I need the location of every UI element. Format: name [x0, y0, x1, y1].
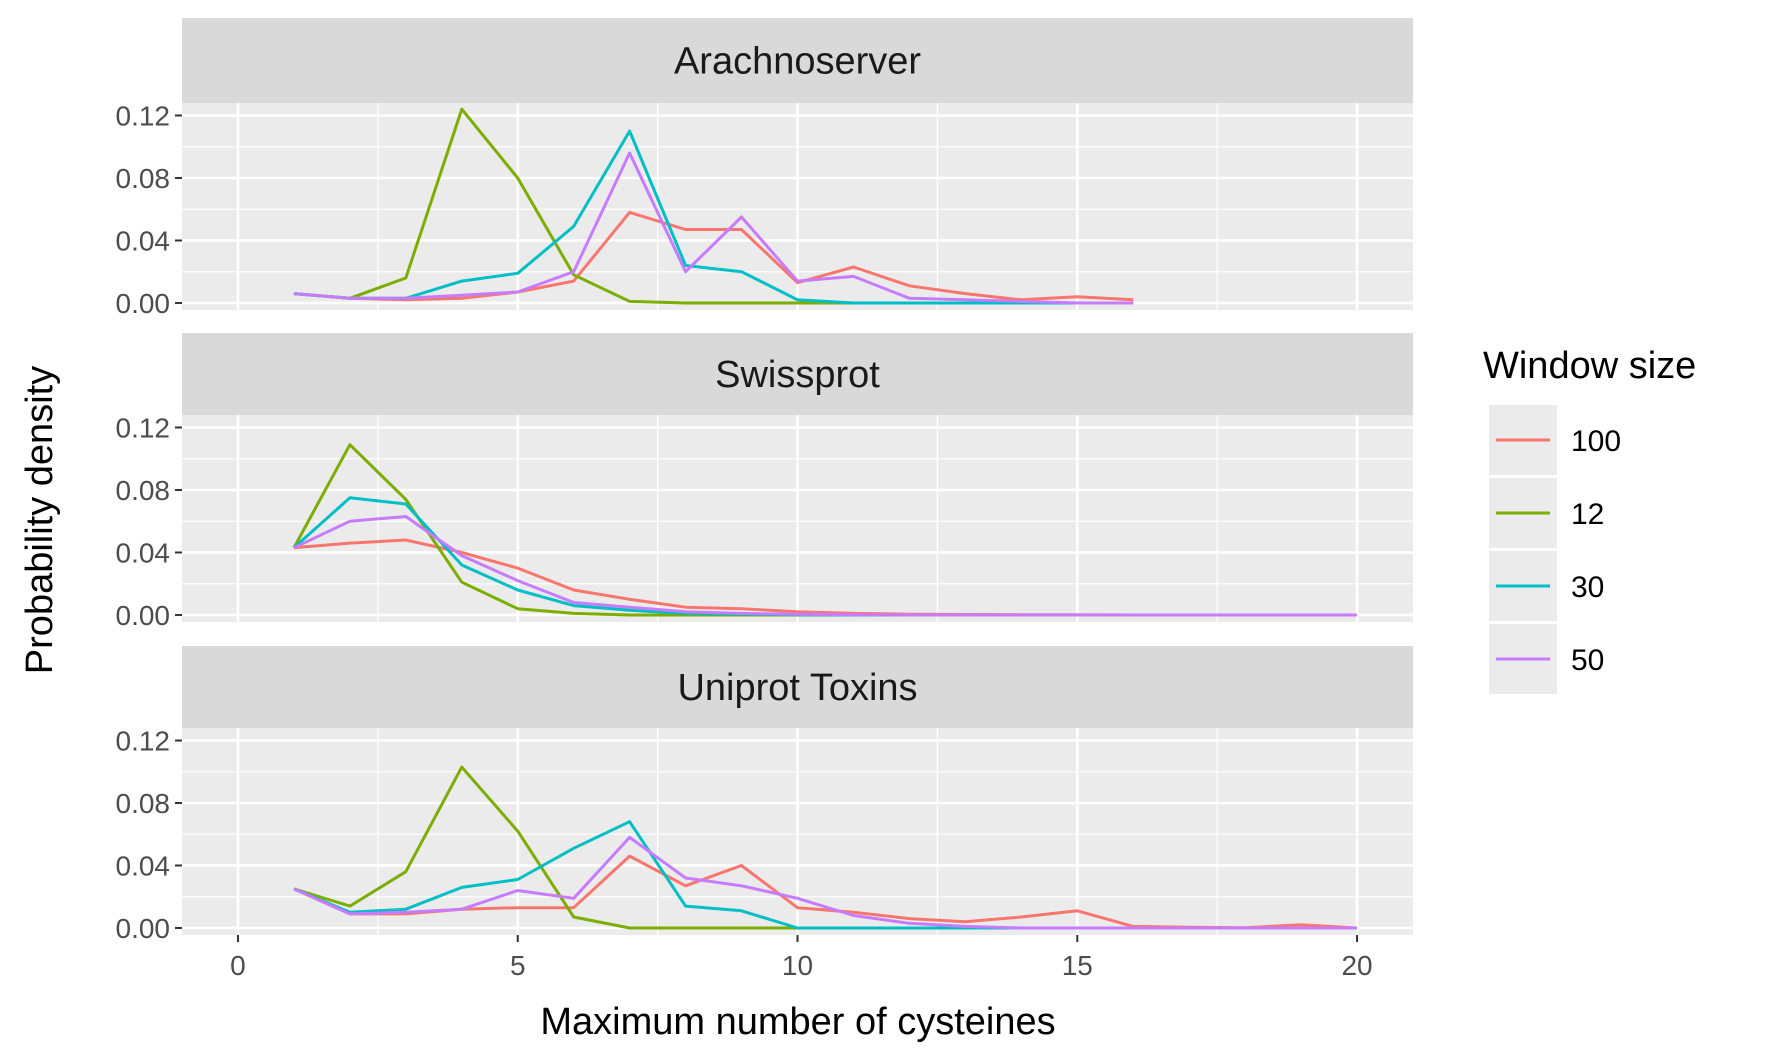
chart-panels: Arachnoserver 0.00 0.04 0.08 0.12 Swissprot 0.… [116, 18, 1413, 944]
y-tick-label: 0.12 [116, 725, 171, 756]
y-tick-label: 0.12 [116, 412, 171, 443]
y-tick-label: 0.08 [116, 788, 171, 819]
legend-item-100: 100 [1489, 405, 1621, 475]
panel-title: Swissprot [715, 354, 880, 396]
legend-label: 100 [1571, 425, 1621, 458]
y-tick-label: 0.00 [116, 600, 171, 631]
x-axis-title: Maximum number of cysteines [540, 1001, 1055, 1043]
legend-title: Window size [1483, 345, 1696, 387]
y-tick-label: 0.12 [116, 100, 171, 131]
x-tick-label: 5 [510, 950, 526, 981]
series-line-50 [293, 835, 1357, 930]
legend-label: 12 [1571, 498, 1604, 531]
y-tick-label: 0.08 [116, 475, 171, 506]
y-tick-label: 0.04 [116, 850, 171, 881]
legend-label: 30 [1571, 571, 1604, 604]
panel-swissprot: Swissprot 0.00 0.04 0.08 0.12 [116, 333, 1413, 631]
legend-keys: 100 12 30 50 [1489, 405, 1621, 694]
panel-strip [182, 333, 1413, 415]
series-line-50 [293, 515, 1357, 617]
series-line-50 [293, 151, 1134, 305]
x-axis: 0 5 10 15 20 [230, 935, 1373, 981]
legend-item-50: 50 [1489, 624, 1604, 694]
x-tick-label: 10 [782, 950, 813, 981]
legend-label: 50 [1571, 644, 1604, 677]
panel-title: Arachnoserver [674, 41, 921, 83]
panel-title: Uniprot Toxins [677, 667, 917, 709]
panel-strip [182, 18, 1413, 103]
y-tick-label: 0.04 [116, 225, 171, 256]
legend-item-30: 30 [1489, 551, 1604, 621]
panel-strip [182, 646, 1413, 728]
x-tick-label: 20 [1341, 950, 1372, 981]
series-line-100 [293, 210, 1134, 302]
legend: Window size 100 12 30 50 [1483, 345, 1696, 694]
panel-uniprot-toxins: Uniprot Toxins 0.00 0.04 0.08 0.12 [116, 646, 1413, 944]
y-tick-label: 0.00 [116, 913, 171, 944]
series-line-30 [293, 129, 1134, 305]
y-axis-title: Probability density [19, 366, 61, 674]
y-tick-label: 0.08 [116, 163, 171, 194]
y-tick-label: 0.04 [116, 537, 171, 568]
panel-arachnoserver: Arachnoserver 0.00 0.04 0.08 0.12 [116, 18, 1413, 319]
x-tick-label: 15 [1062, 950, 1093, 981]
legend-item-12: 12 [1489, 478, 1604, 548]
y-tick-label: 0.00 [116, 288, 171, 319]
x-tick-label: 0 [230, 950, 246, 981]
